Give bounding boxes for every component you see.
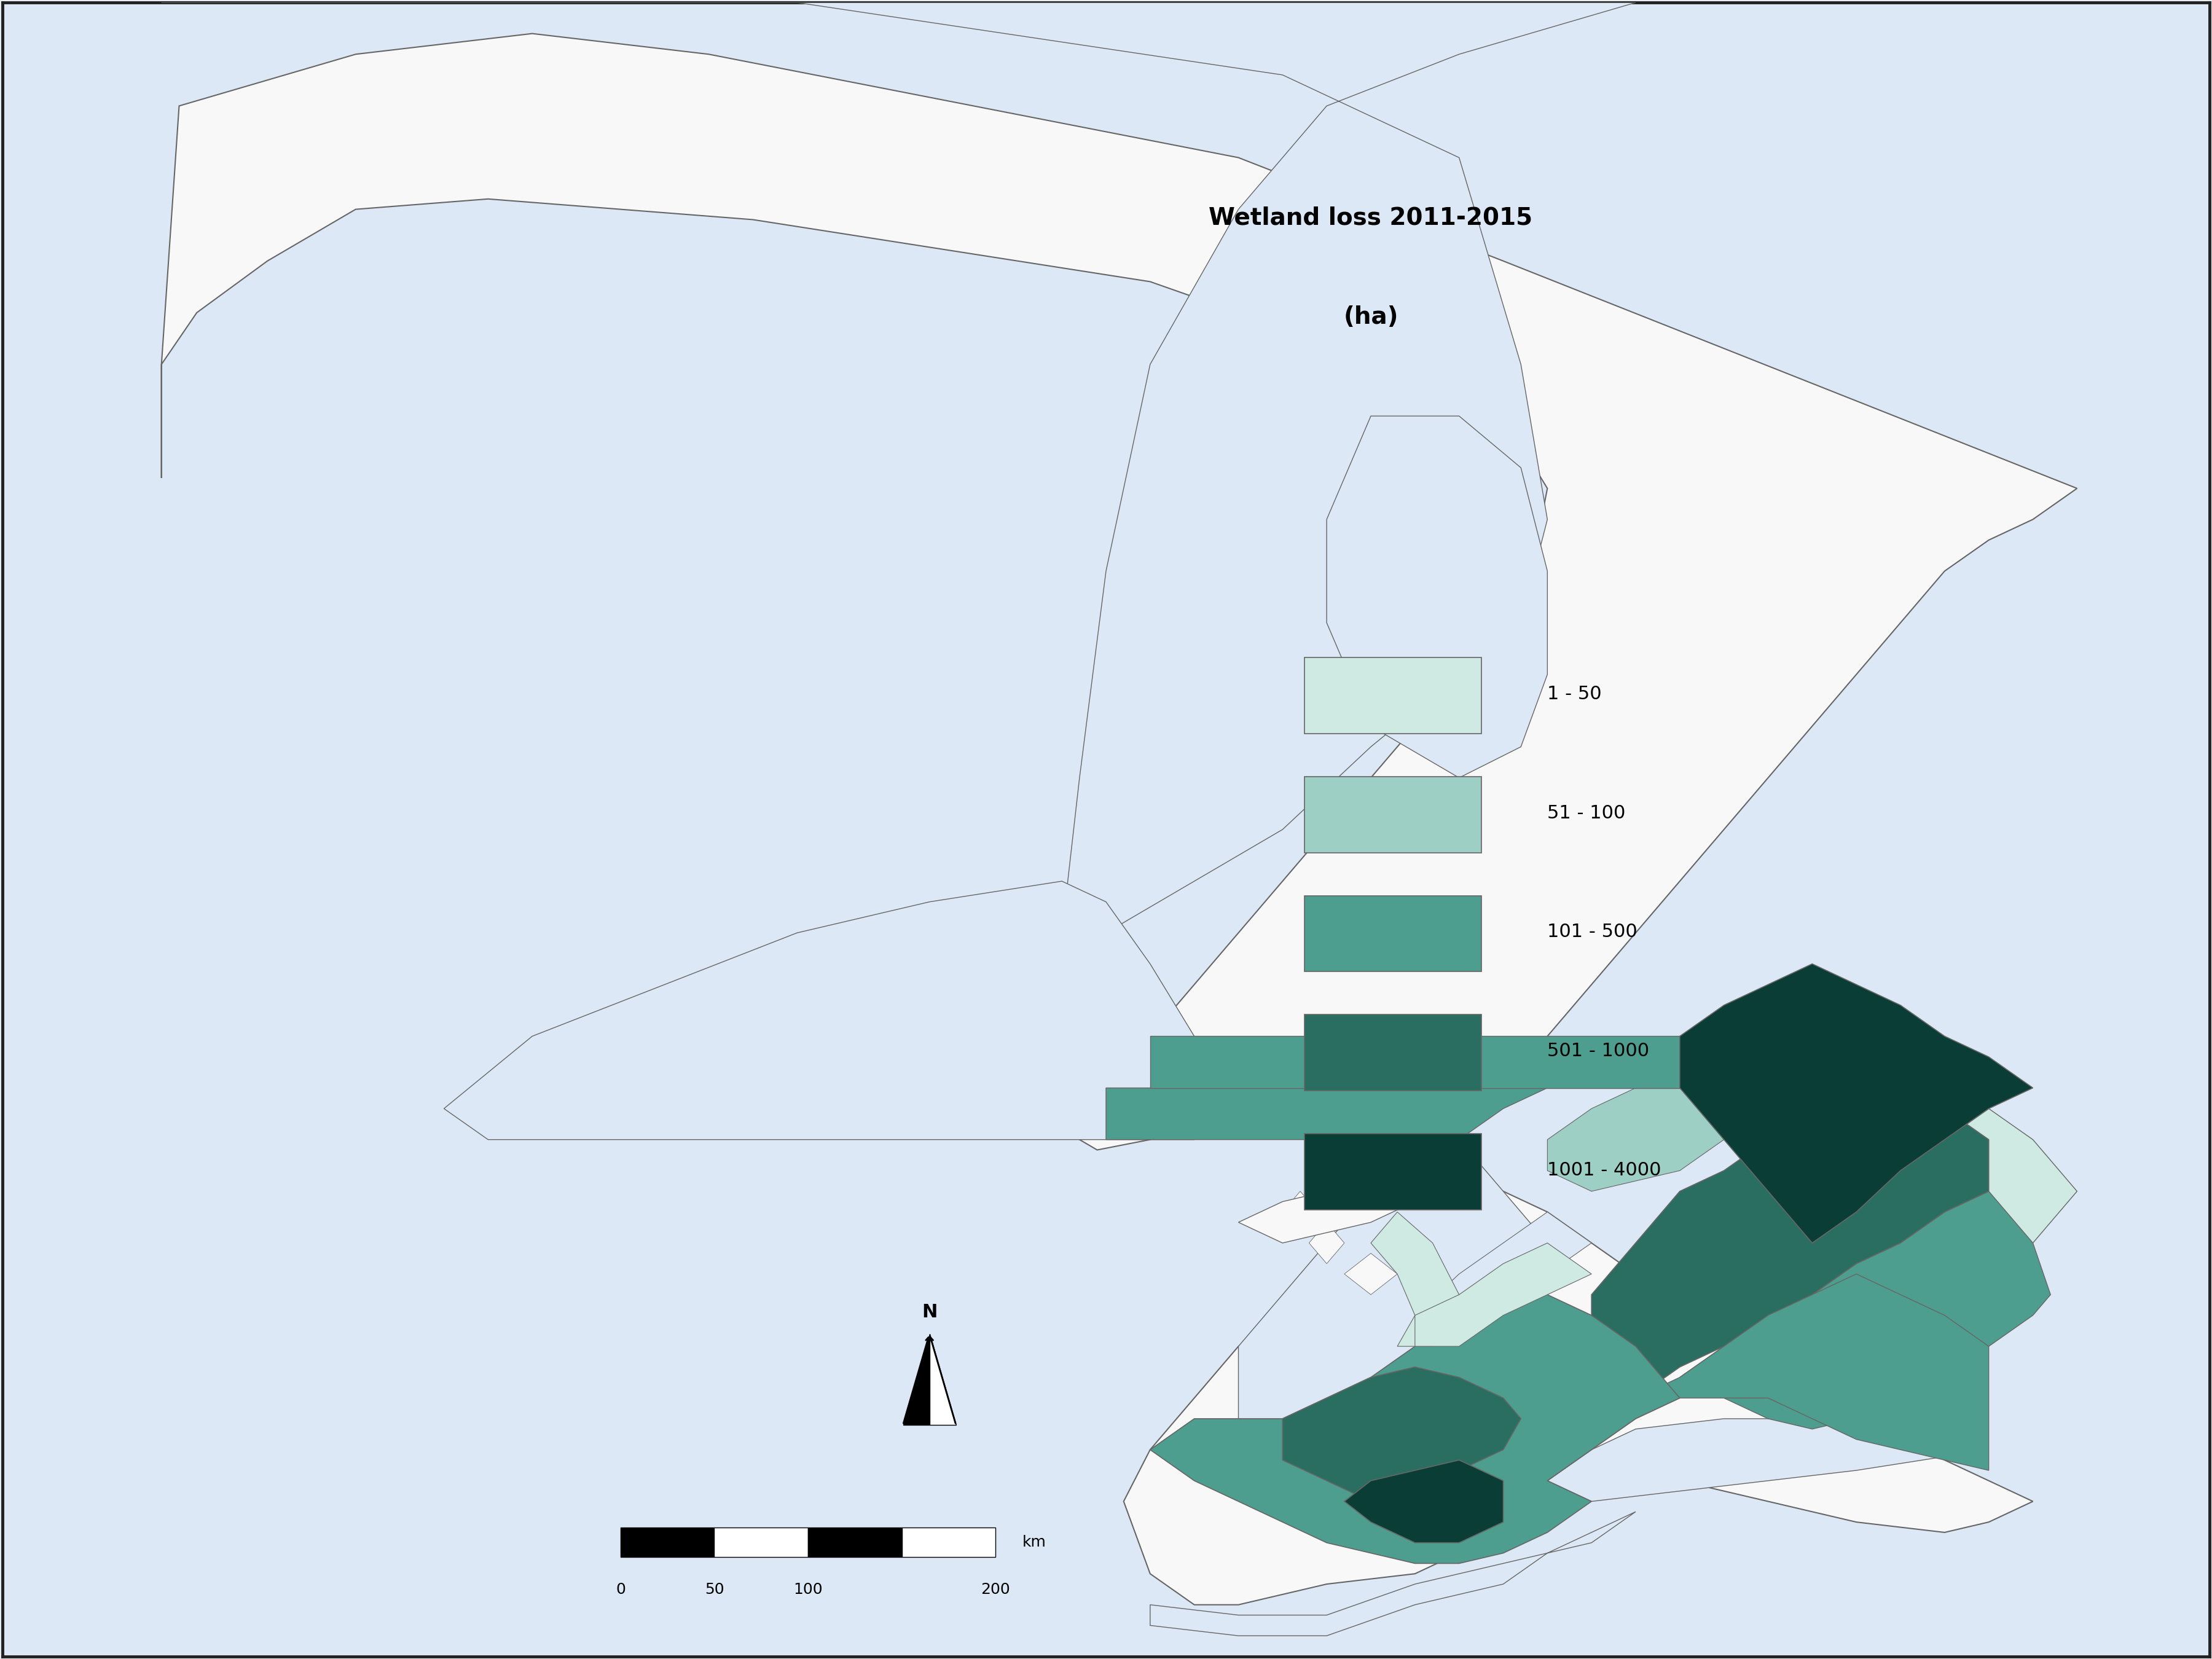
Polygon shape bbox=[1283, 1191, 1318, 1233]
Text: 501 - 1000: 501 - 1000 bbox=[1548, 1042, 1650, 1060]
Text: 0: 0 bbox=[615, 1583, 626, 1596]
Text: (ha): (ha) bbox=[1343, 305, 1398, 328]
Bar bbox=[1305, 1133, 1482, 1209]
Text: 50: 50 bbox=[706, 1583, 723, 1596]
Polygon shape bbox=[1548, 1067, 1767, 1191]
Polygon shape bbox=[1239, 1140, 1548, 1501]
Bar bbox=[1305, 776, 1482, 853]
Polygon shape bbox=[1548, 1274, 1989, 1481]
Polygon shape bbox=[161, 33, 2077, 1604]
Polygon shape bbox=[1416, 1213, 1590, 1347]
Text: 1001 - 4000: 1001 - 4000 bbox=[1548, 1161, 1661, 1180]
Bar bbox=[1305, 896, 1482, 972]
Polygon shape bbox=[1283, 1367, 1522, 1501]
Bar bbox=[807, 1528, 902, 1558]
Polygon shape bbox=[902, 1334, 929, 1425]
Polygon shape bbox=[1239, 1191, 1416, 1243]
Polygon shape bbox=[1590, 1088, 1989, 1399]
Polygon shape bbox=[1310, 1223, 1345, 1264]
Bar bbox=[714, 1528, 807, 1558]
Polygon shape bbox=[161, 3, 1635, 932]
Text: 200: 200 bbox=[980, 1583, 1011, 1596]
Polygon shape bbox=[1150, 1294, 1679, 1563]
Polygon shape bbox=[1327, 416, 1548, 778]
Text: 101 - 500: 101 - 500 bbox=[1548, 922, 1637, 941]
Bar bbox=[1305, 657, 1482, 733]
Text: km: km bbox=[1022, 1535, 1046, 1550]
Polygon shape bbox=[445, 881, 1239, 1140]
Polygon shape bbox=[929, 1334, 956, 1425]
Text: Wetland loss 2011-2015: Wetland loss 2011-2015 bbox=[1210, 206, 1533, 229]
Polygon shape bbox=[1150, 1511, 1635, 1636]
Bar bbox=[622, 1528, 714, 1558]
Polygon shape bbox=[1679, 964, 2033, 1243]
Polygon shape bbox=[1345, 1460, 1504, 1543]
Polygon shape bbox=[1371, 1213, 1460, 1347]
Polygon shape bbox=[1679, 1191, 2051, 1428]
Text: 1 - 50: 1 - 50 bbox=[1548, 685, 1601, 703]
Bar bbox=[1305, 1015, 1482, 1092]
Polygon shape bbox=[1150, 1037, 1812, 1088]
Polygon shape bbox=[1416, 1243, 1590, 1347]
Text: 100: 100 bbox=[794, 1583, 823, 1596]
Polygon shape bbox=[1548, 1418, 1989, 1501]
Polygon shape bbox=[1812, 1108, 2077, 1316]
Text: N: N bbox=[922, 1304, 938, 1321]
Text: 51 - 100: 51 - 100 bbox=[1548, 805, 1626, 821]
Bar bbox=[902, 1528, 995, 1558]
Polygon shape bbox=[1345, 1253, 1398, 1294]
Polygon shape bbox=[1106, 1037, 1590, 1140]
